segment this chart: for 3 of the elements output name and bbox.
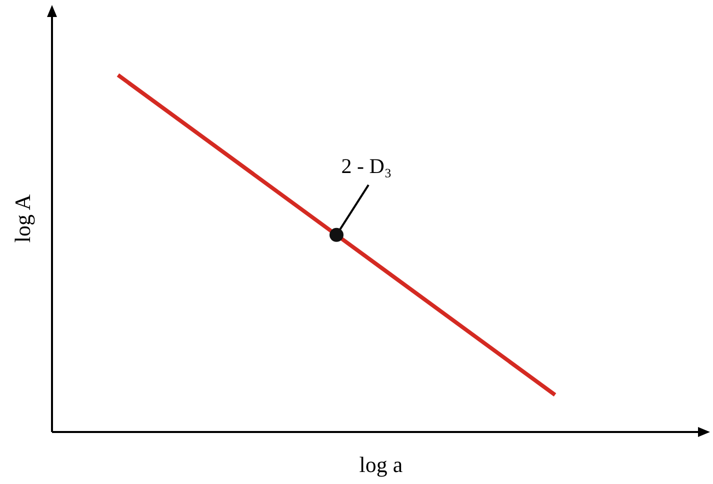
y-axis-title: log A bbox=[10, 194, 35, 243]
x-axis-title: log a bbox=[359, 452, 403, 477]
annotation: 2 - D₃ bbox=[341, 154, 392, 178]
